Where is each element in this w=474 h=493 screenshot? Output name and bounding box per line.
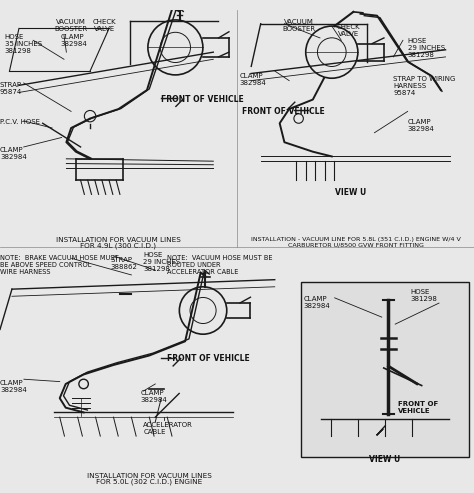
Text: CLAMP
382984: CLAMP 382984 bbox=[0, 147, 27, 160]
Text: NOTE:  BRAKE VACUUM HOSE MUST
BE ABOVE SPEED CONTROL
WIRE HARNESS: NOTE: BRAKE VACUUM HOSE MUST BE ABOVE SP… bbox=[0, 255, 118, 275]
Text: FOR 4.9L (300 C.I.D.): FOR 4.9L (300 C.I.D.) bbox=[81, 242, 156, 249]
Text: FRONT OF
VEHICLE: FRONT OF VEHICLE bbox=[398, 400, 438, 414]
Text: VIEW U: VIEW U bbox=[335, 188, 366, 197]
Text: CLAMP
382984: CLAMP 382984 bbox=[0, 381, 27, 393]
Text: ACCELERATOR
CABLE: ACCELERATOR CABLE bbox=[143, 422, 193, 435]
Text: VACUUM
BOOSTER: VACUUM BOOSTER bbox=[55, 19, 88, 32]
Text: INSTALLATION - VACUUM LINE FOR 5.8L (351 C.I.D.) ENGINE W/4 V: INSTALLATION - VACUUM LINE FOR 5.8L (351… bbox=[251, 237, 460, 242]
Text: STRAP TO WIRING
HARNESS
95874: STRAP TO WIRING HARNESS 95874 bbox=[393, 76, 456, 96]
Polygon shape bbox=[376, 429, 383, 435]
Bar bbox=[301, 282, 469, 458]
Text: FOR 5.0L (302 C.I.D.) ENGINE: FOR 5.0L (302 C.I.D.) ENGINE bbox=[96, 479, 202, 485]
Polygon shape bbox=[173, 358, 181, 366]
Text: FRONT OF VEHICLE: FRONT OF VEHICLE bbox=[161, 95, 244, 104]
Text: VIEW U: VIEW U bbox=[369, 455, 401, 464]
Text: CLAMP
382984: CLAMP 382984 bbox=[408, 118, 434, 132]
Text: STRAP
388862: STRAP 388862 bbox=[110, 257, 137, 270]
Text: CARBURETOR U/8500 GVW FRONT FITTING: CARBURETOR U/8500 GVW FRONT FITTING bbox=[288, 242, 423, 247]
Text: INSTALLATION FOR VACUUM LINES: INSTALLATION FOR VACUUM LINES bbox=[87, 473, 212, 479]
Text: HOSE
29 INCHES
381298: HOSE 29 INCHES 381298 bbox=[408, 38, 445, 58]
Text: CHECK
VALVE: CHECK VALVE bbox=[337, 24, 360, 36]
Text: CLAMP
382984: CLAMP 382984 bbox=[61, 35, 87, 47]
Text: FRONT OF VEHICLE: FRONT OF VEHICLE bbox=[167, 354, 250, 363]
Text: CHECK
VALVE: CHECK VALVE bbox=[92, 19, 116, 32]
Text: VACUUM
BOOSTER: VACUUM BOOSTER bbox=[282, 19, 315, 32]
Text: STRAP
95874: STRAP 95874 bbox=[0, 82, 22, 95]
Text: P.C.V. HOSE: P.C.V. HOSE bbox=[0, 118, 40, 125]
Polygon shape bbox=[175, 99, 184, 107]
Text: CLAMP
382984: CLAMP 382984 bbox=[140, 390, 167, 403]
Text: NOTE:  VACUUM HOSE MUST BE
ROUTED UNDER
ACCELERATOR CABLE: NOTE: VACUUM HOSE MUST BE ROUTED UNDER A… bbox=[167, 255, 273, 275]
Text: CLAMP
382984: CLAMP 382984 bbox=[303, 296, 330, 309]
Text: INSTALLATION FOR VACUUM LINES: INSTALLATION FOR VACUUM LINES bbox=[56, 237, 181, 243]
Text: HOSE
35 INCHES
381298: HOSE 35 INCHES 381298 bbox=[5, 35, 42, 54]
Text: CLAMP
382984: CLAMP 382984 bbox=[239, 73, 266, 86]
Text: HOSE
381298: HOSE 381298 bbox=[410, 289, 437, 302]
Polygon shape bbox=[287, 102, 295, 110]
Text: FRONT OF VEHICLE: FRONT OF VEHICLE bbox=[242, 106, 325, 116]
Text: HOSE
29 INCHES
381298: HOSE 29 INCHES 381298 bbox=[143, 252, 181, 273]
